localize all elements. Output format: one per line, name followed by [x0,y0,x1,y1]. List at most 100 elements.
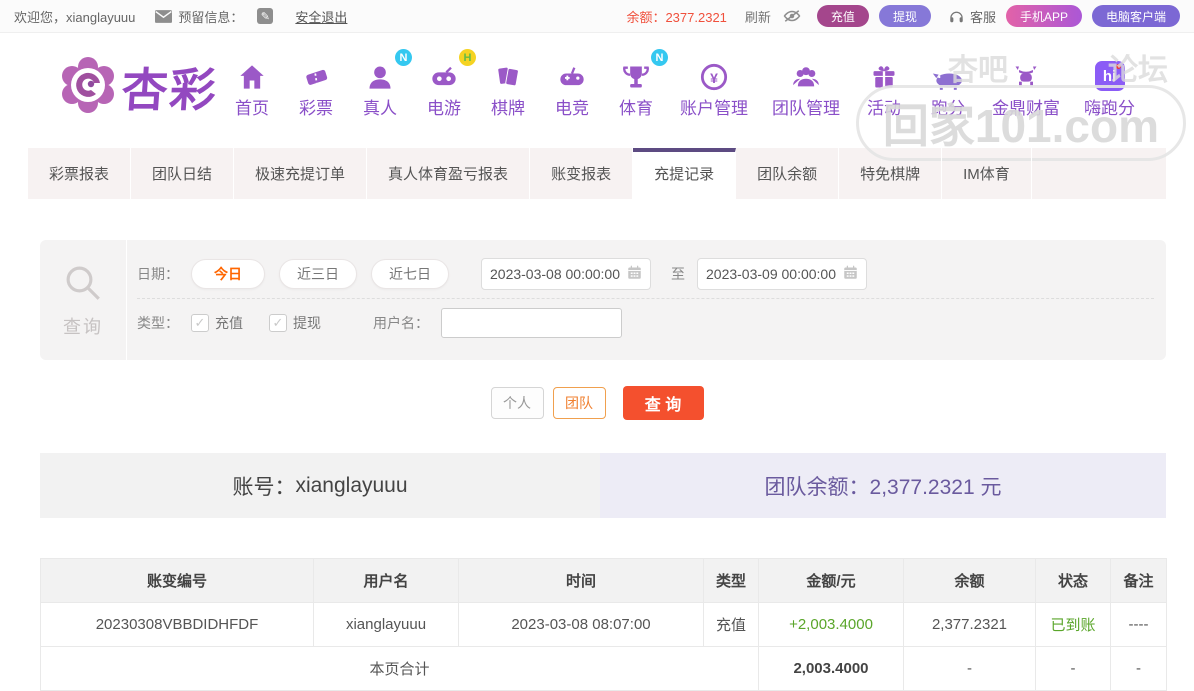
withdraw-button[interactable]: 提现 [878,5,931,27]
checkbox-checked-icon[interactable] [269,313,287,332]
team-balance-value: 2,377.2321 元 [869,475,1002,499]
col-amount: 金额/元 [758,558,904,603]
reserved-info-label: 预留信息： [178,9,244,25]
edit-pencil-icon[interactable]: ✎ [257,8,274,24]
customer-service-link[interactable]: 客服 [943,7,996,26]
withdraw-checkbox-option[interactable]: 提现 [269,313,321,333]
footer-dash: - [903,646,1036,691]
pc-client-button[interactable]: 电脑客户端 [1091,5,1180,27]
scope-action-row: 个人 团队 查 询 [0,386,1194,420]
tab-team-daily[interactable]: 团队日结 [131,148,235,199]
quick-3days-button[interactable]: 近三日 [279,259,357,289]
team-icon [790,55,822,91]
new-badge: N [651,49,668,66]
nav-item-esports[interactable]: 电竞 [552,55,592,119]
team-balance-label: 团队余额： [764,475,870,499]
calendar-icon[interactable] [627,265,642,283]
nav-item-home[interactable]: 首页 [232,55,272,119]
query-side-label: 查询 [40,240,127,360]
logo-text: 杏彩 [119,64,220,116]
cell-amount: +2,003.4000 [758,602,904,647]
nav-item-team-mgmt[interactable]: 团队管理 [772,55,840,119]
slots-gamepad-icon [428,55,460,91]
col-username: 用户名 [313,558,459,603]
refresh-link[interactable]: 刷新 [744,9,771,25]
logo-flower-icon [60,56,116,118]
table-header-row: 账变编号 用户名 时间 类型 金额/元 余额 状态 备注 [40,558,1167,603]
tab-lottery-report[interactable]: 彩票报表 [28,148,132,199]
tab-team-balance[interactable]: 团队余额 [736,148,840,199]
cards-icon [493,55,523,91]
balance-text: 余额：2377.2321 [626,9,727,25]
records-table: 账变编号 用户名 时间 类型 金额/元 余额 状态 备注 20230308VBB… [40,558,1167,691]
cell-type: 充值 [703,602,759,647]
ticket-icon [301,55,331,91]
nav-item-lottery[interactable]: 彩票 [296,55,336,119]
cell-balance: 2,377.2321 [903,602,1036,647]
hi-app-icon: hi [1094,55,1125,91]
site-logo[interactable]: 杏彩 [60,54,220,120]
envelope-icon [155,9,173,23]
main-nav: 首页 彩票 N 真人 H 电游 棋牌 [232,49,1135,119]
magnifier-icon [62,262,104,309]
new-badge: N [395,49,412,66]
quick-today-button[interactable]: 今日 [191,259,265,289]
col-remark: 备注 [1110,558,1167,603]
footer-total-amount: 2,003.4000 [758,646,904,691]
account-value: xianglayuuu [295,473,408,497]
personal-scope-button[interactable]: 个人 [490,387,544,419]
tab-im-sports[interactable]: IM体育 [942,148,1032,199]
logout-link[interactable]: 安全退出 [295,9,348,25]
date-to-input[interactable]: 2023-03-09 00:00:00 [697,258,867,290]
table-footer-row: 本页合计 2,003.4000 - - - [40,646,1167,691]
checkbox-checked-icon[interactable] [191,313,209,332]
username-input[interactable] [441,307,622,338]
nav-item-boardgames[interactable]: 棋牌 [488,55,528,119]
type-label: 类型： [137,314,179,331]
query-button[interactable]: 查 询 [622,386,704,420]
tab-live-sports-pl[interactable]: 真人体育盈亏报表 [367,148,531,199]
cell-change-id: 20230308VBBDIDHFDF [40,602,314,647]
nav-item-promotions[interactable]: 活动 [864,55,904,119]
welcome-text: 欢迎您，xianglayuuu [14,9,136,25]
nav-item-sports[interactable]: N 体育 [616,49,668,119]
trophy-icon [621,55,651,91]
topbar: 欢迎您，xianglayuuu 预留信息： ✎ 安全退出 余额：2377.232… [0,0,1194,33]
username-label: 用户名： [373,314,429,331]
date-filter-row: 日期： 今日 近三日 近七日 2023-03-08 00:00:00 至 202… [137,250,1154,298]
nav-item-egames[interactable]: H 电游 [424,49,476,119]
recharge-checkbox-option[interactable]: 充值 [191,313,243,333]
rhino-icon [931,55,965,91]
col-status: 状态 [1035,558,1111,603]
col-time: 时间 [458,558,704,603]
nav-item-live[interactable]: N 真人 [360,49,412,119]
nav-item-hipaofen[interactable]: hi 嗨跑分 [1084,55,1135,119]
to-label: 至 [671,266,685,282]
team-scope-button[interactable]: 团队 [552,387,606,419]
tab-temian-chess[interactable]: 特免棋牌 [839,148,943,199]
footer-dash: - [1035,646,1111,691]
date-label: 日期： [137,266,179,282]
cell-remark: ---- [1110,602,1167,647]
tab-account-changes[interactable]: 账变报表 [530,148,634,199]
esports-gamepad-icon [556,55,588,91]
account-name-section: 账号： xianglayuuu [40,453,600,518]
nav-item-jinding[interactable]: 金鼎财富 [992,55,1060,119]
live-person-icon [365,55,395,91]
date-from-input[interactable]: 2023-03-08 00:00:00 [481,258,651,290]
svg-text:¥: ¥ [710,70,718,86]
recharge-button[interactable]: 充值 [816,5,869,27]
eye-off-icon[interactable] [783,9,801,23]
nav-item-account-mgmt[interactable]: ¥ 账户管理 [680,55,748,119]
account-summary-bar: 账号： xianglayuuu 团队余额： 2,377.2321 元 [40,453,1166,518]
coin-icon: ¥ [699,55,729,91]
quick-7days-button[interactable]: 近七日 [371,259,449,289]
nav-item-paofen[interactable]: 跑分 [928,55,968,119]
col-type: 类型 [703,558,759,603]
site-header: 杏彩 首页 彩票 N 真人 H 电游 [0,33,1194,161]
ding-icon [1012,55,1040,91]
tab-deposit-withdraw-records[interactable]: 充提记录 [633,148,737,199]
tab-fast-orders[interactable]: 极速充提订单 [234,148,368,199]
calendar-icon[interactable] [843,265,858,283]
mobile-app-button[interactable]: 手机APP [1005,5,1082,27]
